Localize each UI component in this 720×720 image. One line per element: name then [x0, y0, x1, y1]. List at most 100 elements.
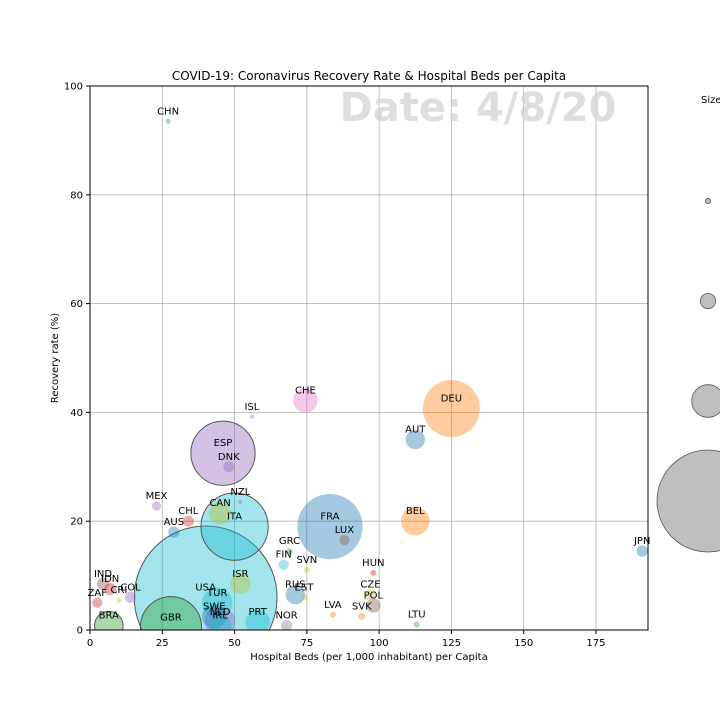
bubble-can	[208, 501, 232, 525]
bubble-est	[300, 594, 308, 601]
bubble-svk	[358, 612, 366, 620]
y-tick-label: 0	[77, 626, 83, 637]
x-tick-label: 75	[300, 638, 313, 649]
y-tick-label: 100	[64, 82, 83, 93]
x-tick-label: 125	[442, 638, 461, 649]
bubble-label-usa: USA	[195, 582, 216, 593]
bubble-label-grc: GRC	[279, 536, 300, 547]
size-legend-title: Size	[701, 95, 720, 106]
y-tick-label: 80	[70, 190, 83, 201]
bubble-label-idn: IDN	[101, 574, 119, 585]
x-tick-label: 0	[87, 638, 93, 649]
x-tick-label: 25	[156, 638, 169, 649]
bubble-isr	[230, 573, 251, 594]
bubble-label-jpn: JPN	[633, 536, 650, 547]
y-axis-label: Recovery rate (%)	[50, 313, 61, 403]
bubble-label-fin: FIN	[276, 550, 292, 561]
axis-ticks: 0 25 50 75 100 125 150 175 0 20 40 60 80 100	[64, 82, 606, 650]
bubble-lux	[339, 535, 350, 546]
bubble-label-ita: ITA	[227, 512, 242, 523]
bubble-cri	[116, 597, 122, 603]
bubble-label-dnk: DNK	[218, 452, 240, 463]
size-legend: Size	[656, 95, 720, 553]
size-legend-bubble	[705, 198, 711, 204]
bubble-isl	[249, 414, 254, 419]
x-tick-label: 150	[514, 638, 533, 649]
bubble-chn	[165, 118, 171, 124]
bubble-label-svn: SVN	[297, 555, 318, 566]
x-tick-label: 100	[370, 638, 389, 649]
size-legend-bubble	[691, 384, 720, 418]
bubble-label-fra: FRA	[320, 512, 339, 523]
bubble-fra	[297, 494, 363, 560]
y-tick-label: 40	[70, 408, 83, 419]
bubble-label-ind: IND	[94, 569, 112, 580]
bubble-chl	[182, 515, 194, 527]
bubble-label-che: CHE	[295, 385, 316, 396]
bubble-ind	[96, 577, 110, 590]
bubble-pol	[366, 598, 381, 613]
bubble-label-chl: CHL	[178, 506, 199, 517]
bubble-fin	[278, 559, 289, 570]
bubble-label-col: COL	[120, 582, 141, 593]
size-legend-bubble	[699, 292, 717, 310]
bubble-label-nor: NOR	[275, 611, 297, 622]
bubble-svn	[303, 567, 310, 574]
bubble-irl	[208, 614, 232, 630]
bubble-label-est: EST	[295, 582, 315, 593]
y-tick-label: 60	[70, 299, 83, 310]
bubble-label-pol: POL	[364, 591, 384, 602]
bubble-label-rus: RUS	[285, 580, 306, 591]
bubble-label-lva: LVA	[324, 600, 342, 611]
bubble-label-lux: LUX	[335, 525, 354, 536]
bubble-esp	[190, 420, 256, 486]
bubble-label-cri: CRI	[110, 585, 127, 596]
bubble-label-bra: BRA	[99, 611, 119, 622]
y-tick-label: 20	[70, 517, 83, 528]
bubble-dnk	[223, 461, 235, 473]
bubble-label-ltu: LTU	[408, 610, 426, 621]
bubble-label-prt: PRT	[249, 607, 268, 618]
bubble-prt	[245, 609, 270, 630]
bubble-label-zaf: ZAF	[88, 588, 108, 599]
x-tick-label: 50	[228, 638, 241, 649]
bubble-label-mex: MEX	[146, 491, 168, 502]
bubble-nor	[280, 620, 293, 630]
bubble-ita	[200, 492, 269, 561]
bubble-aut	[405, 429, 425, 450]
bubble-label-chn: CHN	[157, 106, 179, 117]
bubble-mex	[151, 501, 162, 511]
date-watermark: Date: 4/8/20	[340, 85, 617, 131]
bubble-label-esp: ESP	[214, 438, 233, 449]
bubble-usa	[133, 525, 278, 630]
bubble-zaf	[92, 597, 103, 608]
bubble-deu	[422, 380, 480, 438]
bubble-label-nzl: NZL	[230, 487, 250, 498]
bubble-idn	[104, 583, 117, 596]
bubble-label-nld: NLD	[210, 607, 231, 618]
bubble-label-isl: ISL	[244, 402, 259, 413]
x-axis-label: Hospital Beds (per 1,000 inhabitant) per…	[250, 652, 487, 663]
bubble-gbr	[139, 596, 203, 630]
bubble-nld	[204, 606, 236, 630]
bubble-che	[293, 388, 318, 413]
bubble-label-can: CAN	[209, 498, 230, 509]
bubble-ltu	[413, 621, 420, 628]
x-tick-label: 175	[586, 638, 605, 649]
bubble-bel	[400, 506, 430, 536]
bubble-col	[124, 591, 137, 603]
chart-title: COVID-19: Coronavirus Recovery Rate & Ho…	[172, 69, 566, 83]
bubble-rus	[285, 584, 305, 605]
bubble-jpn	[636, 545, 648, 557]
bubble-tur	[201, 587, 233, 619]
bubble-label-svk: SVK	[352, 601, 372, 612]
bubble-label-bel: BEL	[406, 506, 425, 517]
bubble-lva	[329, 611, 336, 618]
bubble-label-isr: ISR	[232, 569, 248, 580]
bubble-nzl	[238, 500, 243, 505]
bubble-cze	[365, 589, 376, 600]
bubble-grc	[286, 548, 293, 555]
bubble-label-gbr: GBR	[160, 612, 182, 623]
